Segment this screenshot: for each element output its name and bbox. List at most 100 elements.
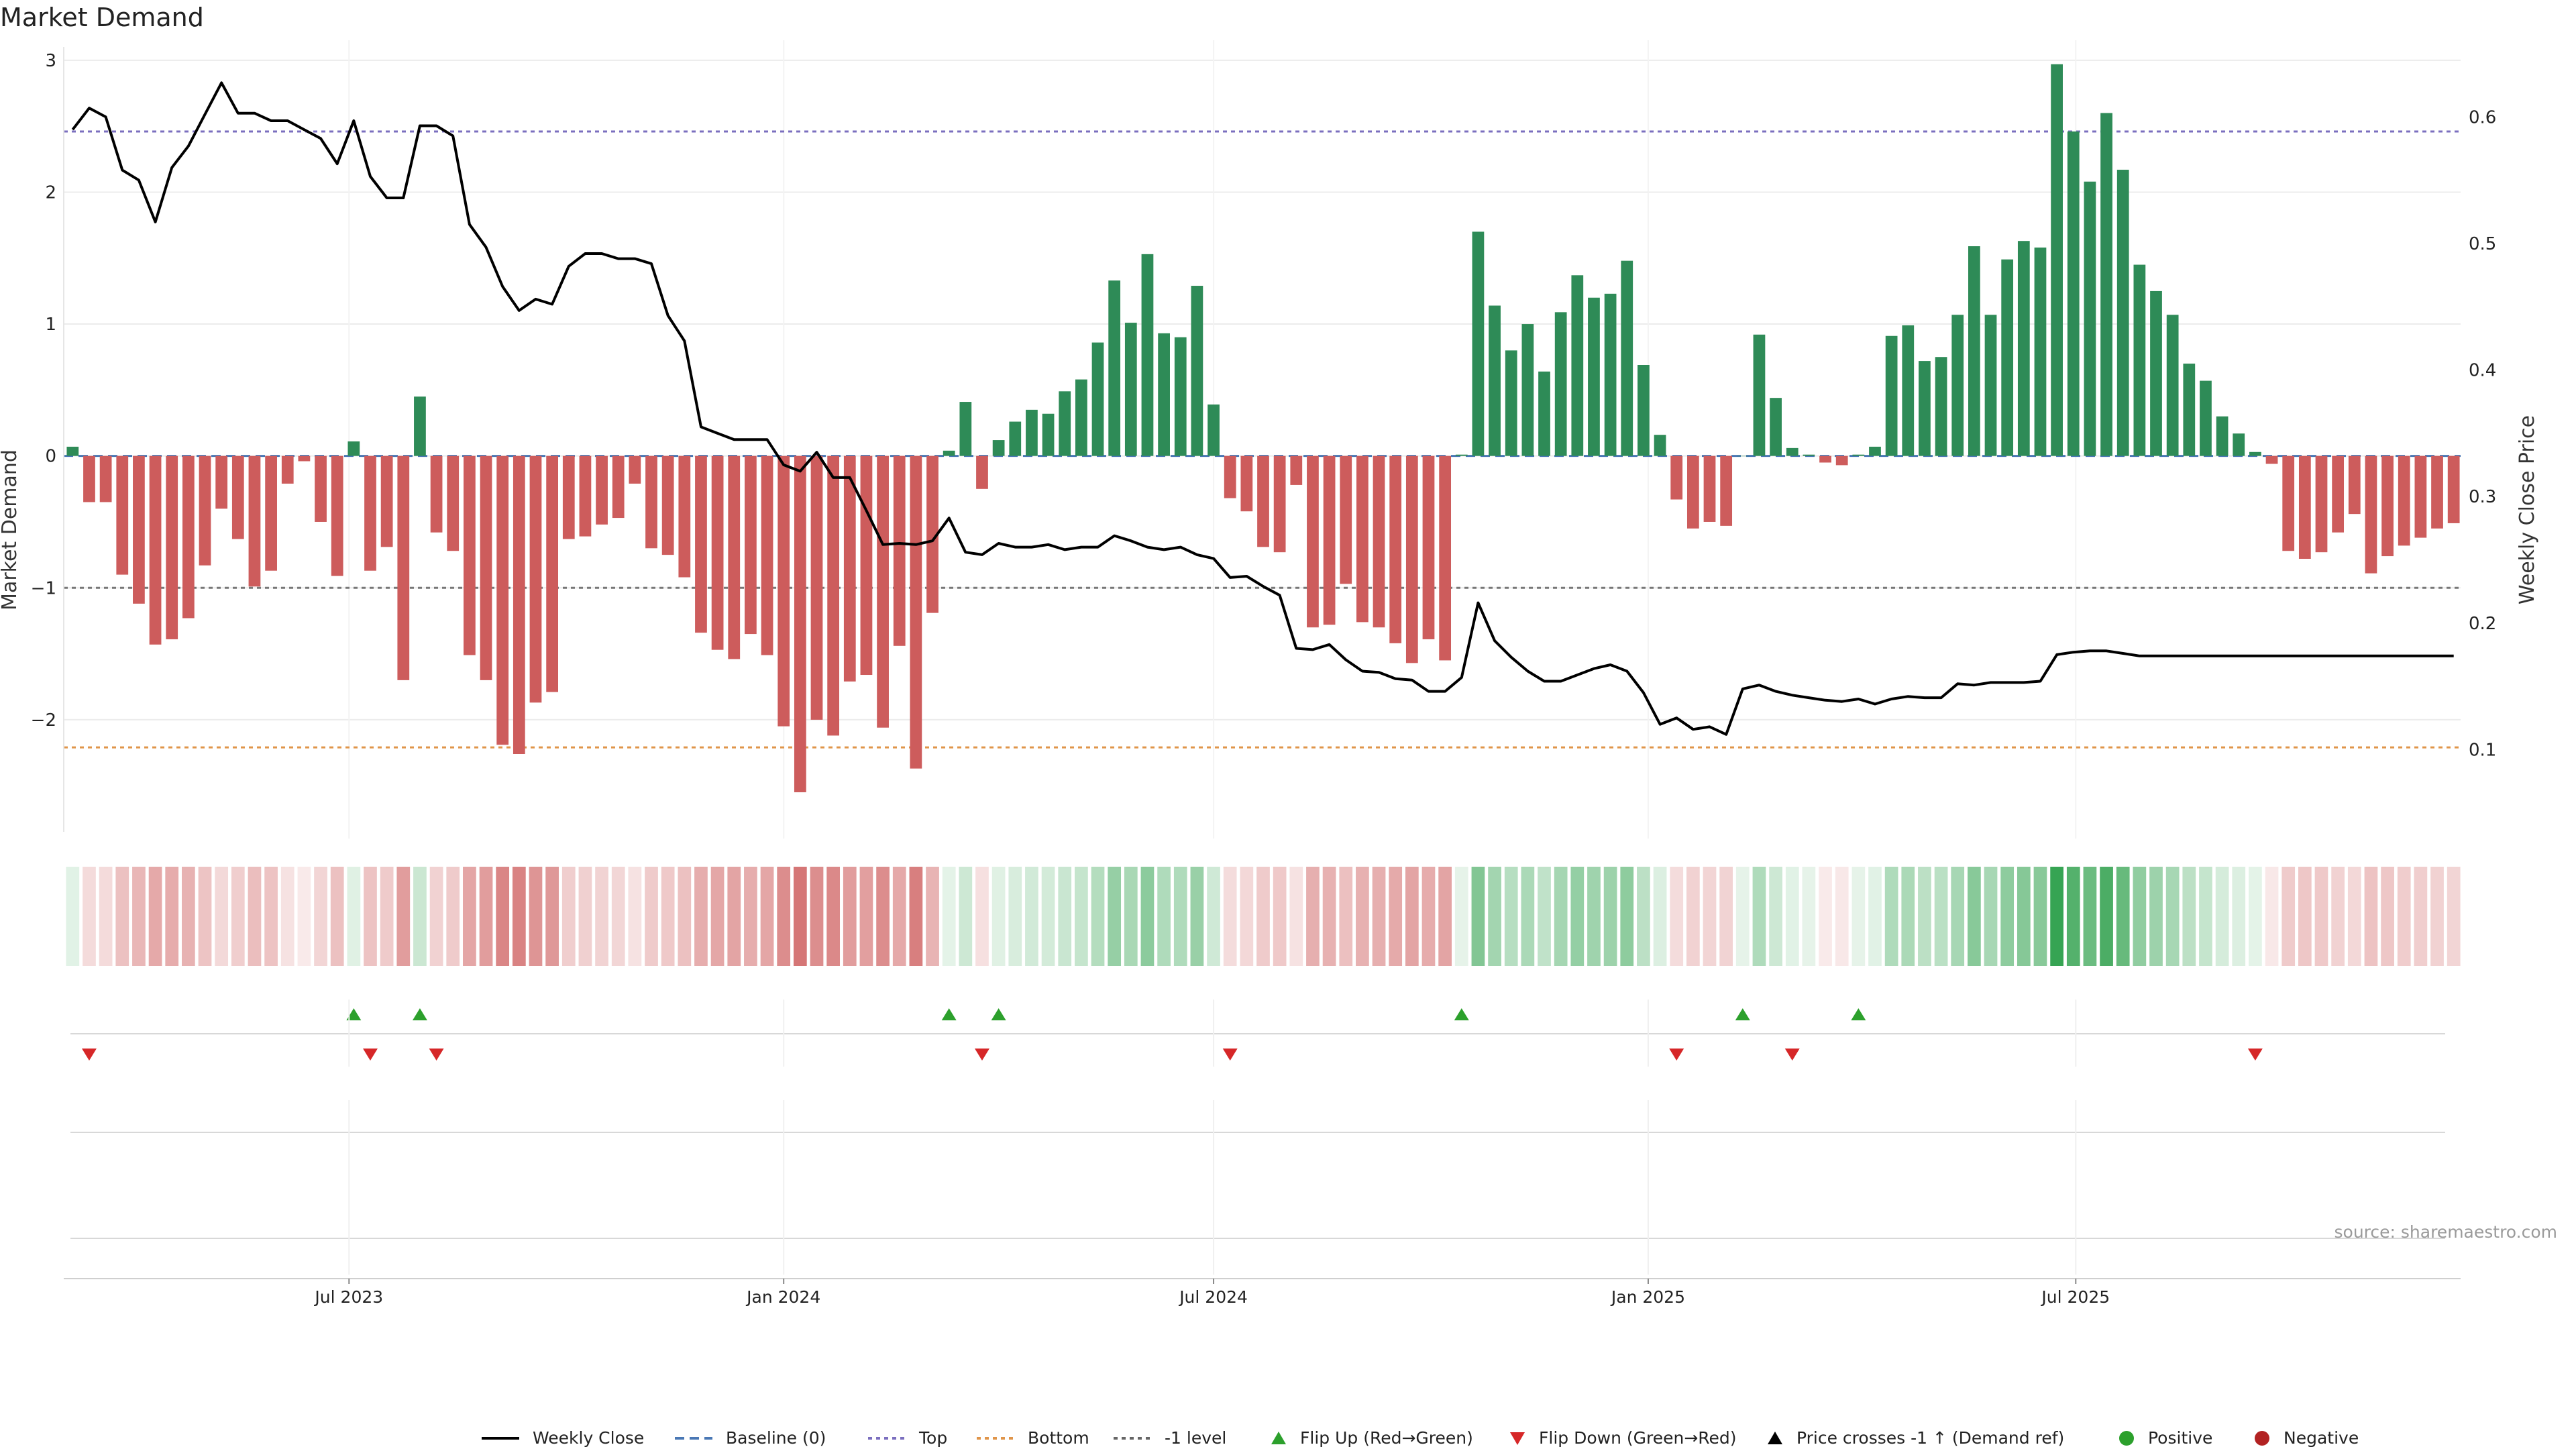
- demand-bar: [1026, 409, 1038, 456]
- heat-cell: [1289, 867, 1303, 966]
- demand-bar: [1951, 315, 1964, 456]
- legend-label: Positive: [2148, 1428, 2212, 1448]
- heat-cell: [380, 867, 394, 966]
- heat-cell: [364, 867, 377, 966]
- heat-cell: [1454, 867, 1468, 966]
- demand-bar: [265, 455, 277, 571]
- demand-bar: [1124, 323, 1137, 456]
- heat-cell: [1306, 867, 1320, 966]
- demand-bar: [2017, 241, 2030, 456]
- heat-cell: [182, 867, 195, 966]
- heat-cell: [1984, 867, 1998, 966]
- demand-bar: [2200, 380, 2212, 456]
- demand-bar: [1786, 447, 1799, 456]
- demand-bar: [1571, 275, 1584, 456]
- demand-bar: [843, 455, 856, 682]
- demand-bar: [1869, 446, 1881, 456]
- demand-bar: [1753, 334, 1766, 456]
- heat-cell: [396, 867, 411, 966]
- heat-cell: [793, 867, 807, 966]
- demand-bar: [562, 455, 575, 539]
- heat-cell: [1041, 867, 1055, 966]
- demand-bar: [1059, 391, 1071, 456]
- heat-cell: [959, 867, 973, 966]
- heat-cell: [198, 867, 212, 966]
- demand-bar: [1108, 280, 1121, 456]
- flip-down-marker: [1784, 1049, 1800, 1061]
- demand-bar: [810, 455, 823, 720]
- heat-cell: [2397, 867, 2411, 966]
- flip-up-marker: [941, 1008, 957, 1020]
- heat-cell: [744, 867, 757, 966]
- legend-glyph: [2255, 1431, 2269, 1446]
- flip-down-marker: [362, 1049, 378, 1061]
- demand-bar: [1538, 371, 1550, 456]
- legend-glyph: [1510, 1432, 1525, 1445]
- legend-item: Weekly Close: [482, 1428, 644, 1448]
- demand-bar: [83, 455, 95, 502]
- legend: Weekly Close Baseline (0) Top Bottom -1 leve…: [482, 1428, 2359, 1448]
- heat-cell: [99, 867, 113, 966]
- flip-down-marker: [974, 1049, 989, 1061]
- left-axis-label: Market Demand: [0, 449, 21, 610]
- flip-up-marker: [1851, 1008, 1866, 1020]
- left-tick-label: 2: [45, 182, 56, 203]
- demand-bar: [1340, 455, 1352, 584]
- legend-item: Price crosses -1 ↑ (Demand ref): [1768, 1428, 2064, 1448]
- heat-cell: [1785, 867, 1799, 966]
- demand-bar: [1323, 455, 1336, 625]
- legend-item: Flip Up (Red→Green): [1271, 1428, 1473, 1448]
- heat-cell: [595, 867, 608, 966]
- heat-cell: [463, 867, 476, 966]
- heat-cell: [1719, 867, 1733, 966]
- heat-cell: [264, 867, 278, 966]
- heat-cell: [413, 867, 427, 966]
- demand-bar: [2133, 264, 2146, 456]
- demand-bar: [926, 455, 938, 613]
- legend-item: Bottom: [977, 1428, 1089, 1448]
- heat-cell: [1521, 867, 1535, 966]
- heat-cell: [1901, 867, 1915, 966]
- source-note: source: sharemaestro.com: [2334, 1222, 2558, 1242]
- heat-cell: [1554, 867, 1568, 966]
- heat-cell: [1421, 867, 1436, 966]
- flip-up-marker: [1454, 1008, 1469, 1020]
- demand-bar: [943, 450, 955, 456]
- demand-bar: [2100, 113, 2112, 456]
- legend-glyph: [2119, 1431, 2134, 1446]
- demand-bar: [2381, 455, 2394, 557]
- heat-cell: [892, 867, 906, 966]
- heat-cell: [1322, 867, 1336, 966]
- demand-bar: [761, 455, 773, 655]
- legend-label: -1 level: [1165, 1428, 1226, 1448]
- demand-bar: [2348, 455, 2361, 515]
- flip-markers-panel: [70, 1000, 2445, 1067]
- demand-bar: [215, 455, 228, 509]
- demand-bar: [364, 455, 376, 571]
- demand-bar: [99, 455, 112, 502]
- heat-cell: [1670, 867, 1684, 966]
- x-tick-label: Jul 2024: [1178, 1287, 1248, 1307]
- heat-cell: [1603, 867, 1617, 966]
- demand-bar: [645, 455, 657, 549]
- heat-cell: [280, 867, 294, 966]
- heat-cell: [115, 867, 129, 966]
- heat-cell: [578, 867, 592, 966]
- left-tick-label: 0: [45, 447, 56, 467]
- demand-bar: [133, 455, 145, 604]
- demand-bar: [2067, 131, 2080, 456]
- demand-bar: [2298, 455, 2311, 559]
- heat-cell: [231, 867, 245, 966]
- legend-item: Negative: [2255, 1428, 2359, 1448]
- heat-cell: [1173, 867, 1187, 966]
- heat-cell: [1951, 867, 1965, 966]
- heat-cell: [859, 867, 873, 966]
- legend-item: -1 level: [1114, 1428, 1226, 1448]
- x-tick-label: Jan 2024: [745, 1287, 820, 1307]
- heat-cell: [1025, 867, 1038, 966]
- demand-bar: [496, 455, 509, 745]
- heat-cell: [1703, 867, 1717, 966]
- demand-bar: [529, 455, 542, 703]
- demand-bar: [199, 455, 211, 566]
- demand-bar: [1638, 365, 1650, 456]
